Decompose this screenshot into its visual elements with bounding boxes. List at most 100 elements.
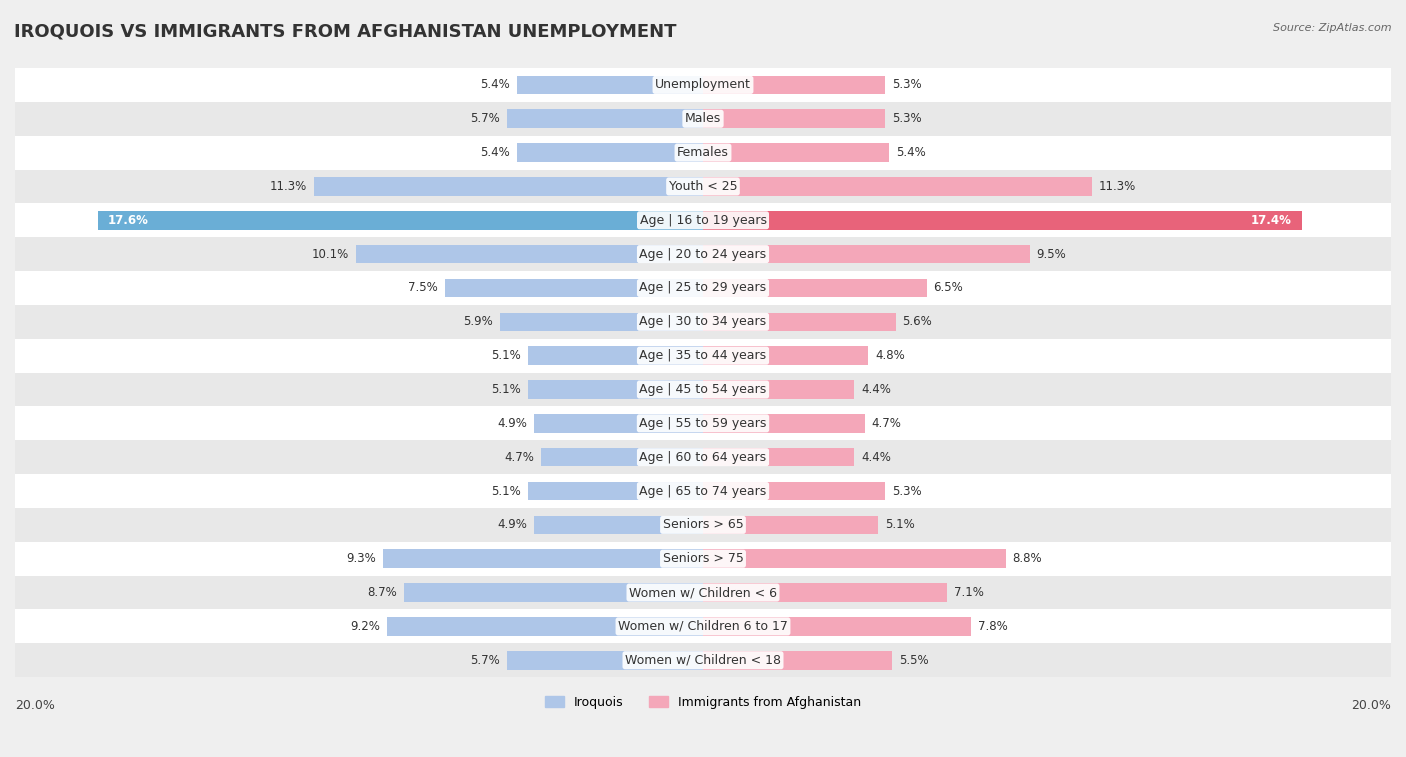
Text: 5.4%: 5.4% xyxy=(481,79,510,92)
Bar xyxy=(703,279,927,298)
Bar xyxy=(703,651,893,669)
Text: 5.7%: 5.7% xyxy=(470,654,501,667)
Bar xyxy=(15,407,1391,441)
Bar xyxy=(703,211,1302,229)
Bar xyxy=(703,550,1005,568)
Text: Age | 55 to 59 years: Age | 55 to 59 years xyxy=(640,417,766,430)
Text: 11.3%: 11.3% xyxy=(1098,180,1136,193)
Text: Age | 30 to 34 years: Age | 30 to 34 years xyxy=(640,316,766,329)
Text: 4.4%: 4.4% xyxy=(862,450,891,464)
Text: 17.4%: 17.4% xyxy=(1250,213,1291,227)
Bar xyxy=(703,617,972,636)
Bar xyxy=(508,651,703,669)
Bar xyxy=(508,110,703,128)
Text: 5.1%: 5.1% xyxy=(491,383,520,396)
Text: 5.3%: 5.3% xyxy=(893,484,922,497)
Text: 5.7%: 5.7% xyxy=(470,112,501,125)
Bar xyxy=(703,245,1029,263)
Bar xyxy=(534,414,703,433)
Bar xyxy=(15,271,1391,305)
Bar xyxy=(703,177,1091,196)
Text: 8.8%: 8.8% xyxy=(1012,552,1042,565)
Bar xyxy=(15,136,1391,170)
Text: 4.9%: 4.9% xyxy=(498,417,527,430)
Text: Women w/ Children 6 to 17: Women w/ Children 6 to 17 xyxy=(619,620,787,633)
Bar xyxy=(527,347,703,365)
Text: 11.3%: 11.3% xyxy=(270,180,308,193)
Text: Youth < 25: Youth < 25 xyxy=(669,180,737,193)
Bar xyxy=(15,441,1391,474)
Text: 17.6%: 17.6% xyxy=(108,213,149,227)
Bar xyxy=(517,143,703,162)
Bar xyxy=(541,448,703,466)
Bar xyxy=(315,177,703,196)
Bar xyxy=(15,170,1391,204)
Text: 9.5%: 9.5% xyxy=(1036,248,1066,260)
Bar xyxy=(703,448,855,466)
Text: 5.1%: 5.1% xyxy=(886,519,915,531)
Text: 5.1%: 5.1% xyxy=(491,349,520,362)
Bar xyxy=(703,481,886,500)
Text: 7.8%: 7.8% xyxy=(979,620,1008,633)
Bar xyxy=(97,211,703,229)
Text: 7.5%: 7.5% xyxy=(408,282,439,294)
Text: 5.1%: 5.1% xyxy=(491,484,520,497)
Bar xyxy=(703,516,879,534)
Bar xyxy=(15,338,1391,372)
Text: 8.7%: 8.7% xyxy=(367,586,396,599)
Bar xyxy=(387,617,703,636)
Bar xyxy=(15,237,1391,271)
Bar xyxy=(703,414,865,433)
Text: Age | 25 to 29 years: Age | 25 to 29 years xyxy=(640,282,766,294)
Text: Age | 20 to 24 years: Age | 20 to 24 years xyxy=(640,248,766,260)
Bar xyxy=(15,372,1391,407)
Text: Age | 35 to 44 years: Age | 35 to 44 years xyxy=(640,349,766,362)
Text: 9.3%: 9.3% xyxy=(346,552,377,565)
Text: 10.1%: 10.1% xyxy=(312,248,349,260)
Text: Seniors > 75: Seniors > 75 xyxy=(662,552,744,565)
Text: Seniors > 65: Seniors > 65 xyxy=(662,519,744,531)
Text: 5.3%: 5.3% xyxy=(893,79,922,92)
Bar xyxy=(527,481,703,500)
Text: Unemployment: Unemployment xyxy=(655,79,751,92)
Text: IROQUOIS VS IMMIGRANTS FROM AFGHANISTAN UNEMPLOYMENT: IROQUOIS VS IMMIGRANTS FROM AFGHANISTAN … xyxy=(14,23,676,41)
Bar xyxy=(356,245,703,263)
Text: 5.4%: 5.4% xyxy=(481,146,510,159)
Text: Women w/ Children < 18: Women w/ Children < 18 xyxy=(626,654,780,667)
Text: 5.5%: 5.5% xyxy=(898,654,929,667)
Text: Age | 65 to 74 years: Age | 65 to 74 years xyxy=(640,484,766,497)
Bar xyxy=(501,313,703,331)
Text: Age | 45 to 54 years: Age | 45 to 54 years xyxy=(640,383,766,396)
Bar xyxy=(15,474,1391,508)
Bar xyxy=(703,313,896,331)
Legend: Iroquois, Immigrants from Afghanistan: Iroquois, Immigrants from Afghanistan xyxy=(540,690,866,714)
Bar xyxy=(15,609,1391,643)
Text: Age | 60 to 64 years: Age | 60 to 64 years xyxy=(640,450,766,464)
Text: Males: Males xyxy=(685,112,721,125)
Text: 20.0%: 20.0% xyxy=(15,699,55,712)
Text: 7.1%: 7.1% xyxy=(955,586,984,599)
Text: 4.7%: 4.7% xyxy=(872,417,901,430)
Bar xyxy=(15,204,1391,237)
Text: 6.5%: 6.5% xyxy=(934,282,963,294)
Bar xyxy=(534,516,703,534)
Bar xyxy=(15,305,1391,338)
Text: 5.6%: 5.6% xyxy=(903,316,932,329)
Text: 4.9%: 4.9% xyxy=(498,519,527,531)
Bar xyxy=(15,575,1391,609)
Text: 5.9%: 5.9% xyxy=(464,316,494,329)
Text: 4.8%: 4.8% xyxy=(875,349,904,362)
Bar xyxy=(703,110,886,128)
Text: 5.3%: 5.3% xyxy=(893,112,922,125)
Bar xyxy=(382,550,703,568)
Bar xyxy=(703,347,868,365)
Text: 4.7%: 4.7% xyxy=(505,450,534,464)
Bar xyxy=(703,143,889,162)
Bar xyxy=(15,102,1391,136)
Bar xyxy=(703,583,948,602)
Bar xyxy=(404,583,703,602)
Bar xyxy=(446,279,703,298)
Text: Females: Females xyxy=(678,146,728,159)
Text: 20.0%: 20.0% xyxy=(1351,699,1391,712)
Bar xyxy=(15,643,1391,678)
